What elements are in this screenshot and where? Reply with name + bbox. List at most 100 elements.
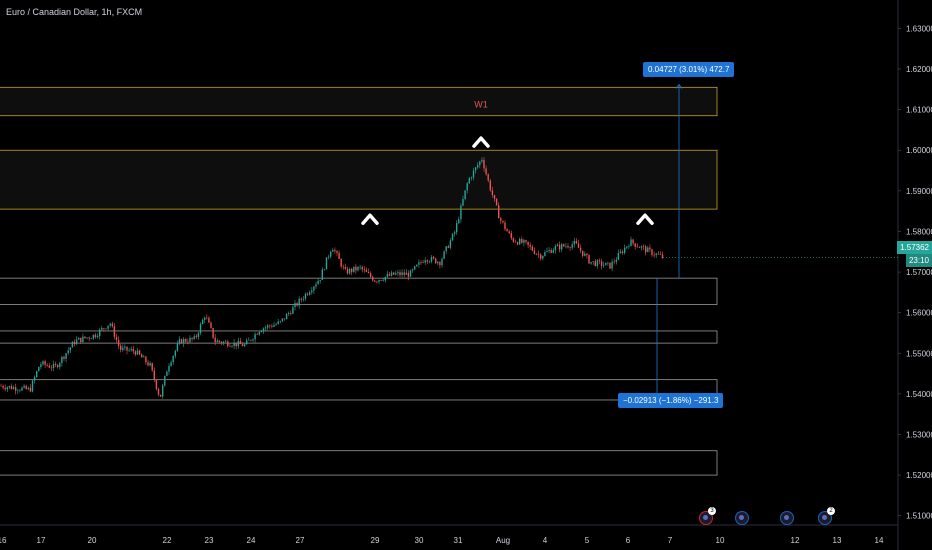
candle-body	[542, 255, 544, 259]
candle-body	[569, 247, 571, 248]
candle-body	[111, 323, 113, 327]
candle-body	[340, 259, 342, 267]
candle-body	[187, 341, 189, 343]
economic-event-icon[interactable]	[780, 511, 794, 525]
candle-body	[376, 281, 378, 283]
candle-body	[191, 337, 193, 339]
y-tick-label: 1.54000	[906, 390, 932, 399]
candle-body	[558, 244, 561, 250]
candle-body	[256, 334, 258, 335]
candle-body	[40, 364, 42, 367]
candle-body	[134, 351, 137, 355]
candle-body	[82, 336, 84, 343]
candle-body	[525, 240, 527, 242]
candle-body	[506, 229, 508, 232]
candle-body	[605, 262, 607, 266]
candle-body	[330, 251, 332, 257]
candle-body	[550, 250, 552, 253]
candle-body	[510, 233, 512, 239]
x-tick-label: 7	[668, 536, 673, 545]
candle-body	[248, 339, 250, 341]
candle-body	[508, 231, 510, 234]
candle-body	[632, 239, 634, 244]
candle-body	[243, 344, 246, 347]
candle-body	[241, 344, 244, 347]
candle-body	[498, 205, 500, 219]
candle-body	[277, 321, 279, 325]
event-dot-icon	[739, 515, 744, 520]
candle-body	[500, 218, 502, 221]
candle-body	[124, 346, 126, 348]
candle-body	[311, 290, 313, 293]
candle-body	[71, 341, 74, 348]
candle-body	[33, 377, 36, 381]
y-tick-label: 1.63000	[906, 24, 932, 33]
candle-body	[206, 317, 208, 319]
candle-body	[25, 385, 27, 389]
candle-body	[592, 261, 594, 263]
y-tick-label: 1.61000	[906, 106, 932, 115]
candle-body	[611, 261, 613, 269]
candle-body	[393, 272, 395, 275]
economic-event-icon[interactable]	[735, 511, 749, 525]
candle-body	[411, 269, 414, 271]
y-tick-label: 1.52000	[906, 471, 932, 480]
candle-body	[556, 244, 559, 247]
candle-body	[117, 339, 120, 346]
candle-body	[348, 268, 351, 274]
candle-body	[531, 246, 533, 251]
candle-body	[46, 364, 48, 366]
candle-body	[285, 313, 288, 320]
candle-body	[546, 251, 548, 253]
candle-body	[296, 303, 298, 306]
candle-body	[544, 252, 546, 256]
x-tick-label: 16	[0, 536, 7, 545]
candle-body	[651, 249, 653, 255]
candle-body	[2, 385, 4, 388]
candle-body	[399, 272, 401, 276]
candle-body	[292, 307, 294, 314]
candle-body	[590, 262, 592, 264]
candle-body	[29, 387, 32, 392]
earnings-event-icon[interactable]: 3	[699, 507, 716, 525]
candle-body	[147, 362, 149, 366]
candle-body	[479, 161, 481, 166]
candle-body	[336, 251, 338, 253]
candle-body	[552, 250, 554, 253]
candle-body	[267, 325, 269, 328]
candle-body	[344, 266, 347, 269]
candle-body	[369, 273, 372, 277]
candle-body	[6, 387, 8, 390]
candle-body	[428, 261, 431, 263]
candle-body	[472, 170, 475, 178]
candle-body	[229, 346, 231, 347]
candle-body	[122, 347, 124, 350]
candle-body	[170, 362, 172, 366]
candle-body	[653, 254, 655, 256]
candle-body	[304, 293, 307, 299]
candle-body	[445, 246, 447, 252]
economic-event-icon[interactable]: 2	[818, 507, 835, 525]
candle-body	[4, 387, 6, 390]
candle-body	[466, 183, 468, 191]
candle-body	[143, 356, 145, 358]
candle-body	[617, 253, 620, 260]
y-tick-label: 1.59000	[906, 187, 932, 196]
candle-body	[485, 168, 487, 175]
candle-body	[453, 232, 456, 234]
candle-body	[227, 341, 229, 347]
candle-body	[317, 280, 319, 285]
candle-body	[193, 336, 195, 339]
candle-body	[80, 337, 82, 343]
candle-body	[27, 387, 29, 389]
x-tick-label: Aug	[496, 536, 510, 545]
candle-body	[481, 159, 483, 162]
candle-body	[279, 321, 281, 322]
candle-body	[319, 279, 321, 281]
candle-body	[535, 253, 538, 255]
candle-body	[185, 339, 187, 342]
candle-body	[264, 327, 267, 329]
x-tick-label: 14	[875, 536, 884, 545]
candle-body	[414, 266, 416, 270]
